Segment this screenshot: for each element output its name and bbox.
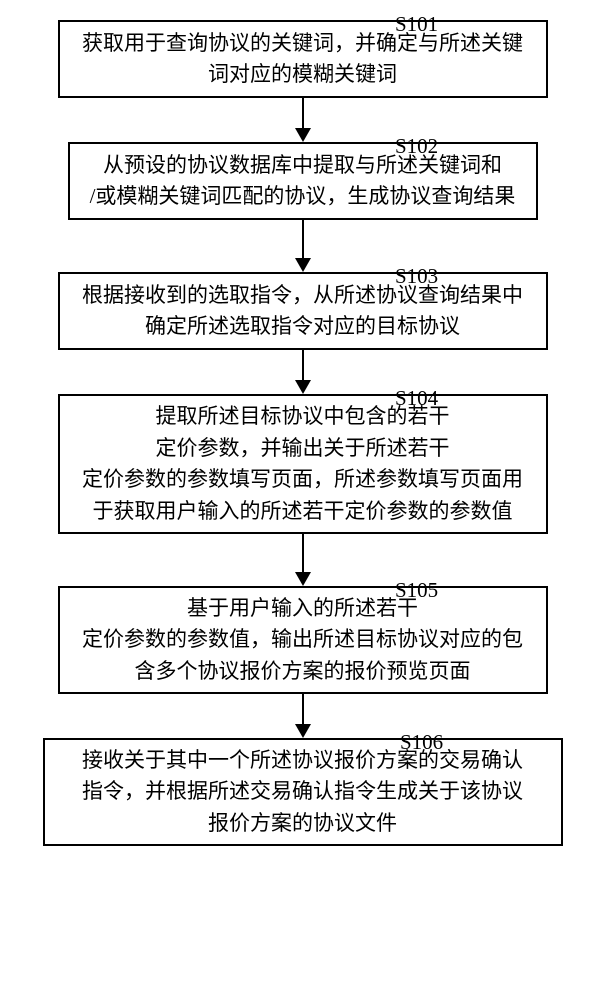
arrow-head-icon: [295, 572, 311, 586]
label-connector-s101: [370, 20, 390, 22]
step-label-s101: S101: [395, 12, 438, 37]
step-text-s106: 接收关于其中一个所述协议报价方案的交易确认指令，并根据所述交易确认指令生成关于该…: [82, 745, 523, 840]
step-text-s101: 获取用于查询协议的关键词，并确定与所述关键词对应的模糊关键词: [82, 28, 523, 91]
label-connector-s106: [375, 738, 395, 740]
step-box-s101: 获取用于查询协议的关键词，并确定与所述关键词对应的模糊关键词: [58, 20, 548, 98]
arrow-head-icon: [295, 258, 311, 272]
step-container-s103: S103根据接收到的选取指令，从所述协议查询结果中确定所述选取指令对应的目标协议: [0, 272, 605, 350]
arrow-line: [302, 534, 304, 572]
arrow-line: [302, 98, 304, 128]
step-label-s102: S102: [395, 134, 438, 159]
arrow-head-icon: [295, 128, 311, 142]
step-container-s105: S105基于用户输入的所述若干定价参数的参数值，输出所述目标协议对应的包含多个协…: [0, 586, 605, 694]
step-box-s102: 从预设的协议数据库中提取与所述关键词和/或模糊关键词匹配的协议，生成协议查询结果: [68, 142, 538, 220]
arrow-line: [302, 350, 304, 380]
arrow-s103: [295, 350, 311, 394]
step-box-s103: 根据接收到的选取指令，从所述协议查询结果中确定所述选取指令对应的目标协议: [58, 272, 548, 350]
step-text-s105: 基于用户输入的所述若干定价参数的参数值，输出所述目标协议对应的包含多个协议报价方…: [82, 593, 523, 688]
step-label-s105: S105: [395, 578, 438, 603]
label-connector-s103: [370, 272, 390, 274]
arrow-head-icon: [295, 380, 311, 394]
step-box-s106: 接收关于其中一个所述协议报价方案的交易确认指令，并根据所述交易确认指令生成关于该…: [43, 738, 563, 846]
arrow-line: [302, 694, 304, 724]
arrow-s105: [295, 694, 311, 738]
step-container-s102: S102从预设的协议数据库中提取与所述关键词和/或模糊关键词匹配的协议，生成协议…: [0, 142, 605, 220]
step-text-s103: 根据接收到的选取指令，从所述协议查询结果中确定所述选取指令对应的目标协议: [82, 280, 523, 343]
step-label-s104: S104: [395, 386, 438, 411]
step-box-s105: 基于用户输入的所述若干定价参数的参数值，输出所述目标协议对应的包含多个协议报价方…: [58, 586, 548, 694]
step-container-s106: S106接收关于其中一个所述协议报价方案的交易确认指令，并根据所述交易确认指令生…: [0, 738, 605, 846]
arrow-s101: [295, 98, 311, 142]
step-label-s106: S106: [400, 730, 443, 755]
step-box-s104: 提取所述目标协议中包含的若干定价参数，并输出关于所述若干定价参数的参数填写页面，…: [58, 394, 548, 534]
label-connector-s105: [370, 586, 390, 588]
label-connector-s102: [370, 142, 390, 144]
arrow-head-icon: [295, 724, 311, 738]
step-text-s104: 提取所述目标协议中包含的若干定价参数，并输出关于所述若干定价参数的参数填写页面，…: [82, 401, 523, 527]
flowchart-container: S101获取用于查询协议的关键词，并确定与所述关键词对应的模糊关键词 S102从预…: [0, 0, 605, 846]
step-container-s104: S104提取所述目标协议中包含的若干定价参数，并输出关于所述若干定价参数的参数填…: [0, 394, 605, 534]
arrow-s104: [295, 534, 311, 586]
step-label-s103: S103: [395, 264, 438, 289]
arrow-line: [302, 220, 304, 258]
label-connector-s104: [370, 394, 390, 396]
arrow-s102: [295, 220, 311, 272]
step-container-s101: S101获取用于查询协议的关键词，并确定与所述关键词对应的模糊关键词: [0, 20, 605, 98]
step-text-s102: 从预设的协议数据库中提取与所述关键词和/或模糊关键词匹配的协议，生成协议查询结果: [90, 150, 516, 213]
